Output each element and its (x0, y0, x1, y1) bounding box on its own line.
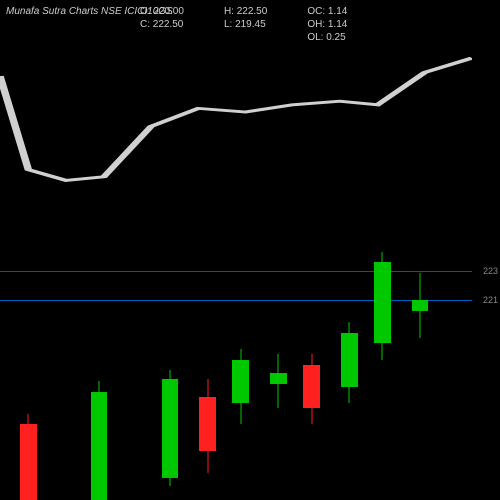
c-value: 222.50 (153, 19, 184, 30)
title-left: Munafa Sutra Charts (6, 6, 98, 17)
candle-body (412, 300, 429, 311)
candle (374, 230, 391, 500)
candle-body (270, 373, 287, 384)
o-label: O: (140, 6, 151, 17)
oc-value: 1.14 (328, 6, 347, 17)
candle (232, 230, 249, 500)
candle (20, 230, 37, 500)
ohlc-summary: O: 220.00 C: 222.50 H: 222.50 L: 219.45 … (140, 6, 480, 43)
ohlc-col-ratios: OC: 1.14 OH: 1.14 OL: 0.25 (307, 6, 347, 43)
l-label: L: (224, 19, 232, 30)
candle-body (91, 392, 108, 500)
c-label: C: (140, 19, 150, 30)
line-chart-panel (0, 40, 472, 220)
l-value: 219.45 (235, 19, 266, 30)
candle (341, 230, 358, 500)
price-level-label: 223 (483, 266, 498, 276)
ohlc-col-hl: H: 222.50 L: 219.45 (224, 6, 267, 43)
candle-body (20, 424, 37, 500)
oc-label: OC: (307, 6, 325, 17)
line-chart-svg (0, 40, 472, 220)
candle (303, 230, 320, 500)
candle-body (341, 333, 358, 387)
candle (91, 230, 108, 500)
candle (162, 230, 179, 500)
candle-body (162, 379, 179, 479)
o-value: 220.00 (153, 6, 184, 17)
candle-body (374, 262, 391, 343)
h-value: 222.50 (237, 6, 268, 17)
ohlc-col-oc: O: 220.00 C: 222.50 (140, 6, 184, 43)
candle (270, 230, 287, 500)
candle-chart-panel (0, 230, 472, 500)
oh-value: 1.14 (328, 19, 347, 30)
price-level-label: 221 (483, 295, 498, 305)
candle (199, 230, 216, 500)
candle (412, 230, 429, 500)
oh-label: OH: (307, 19, 325, 30)
candle-body (232, 360, 249, 403)
candle-body (303, 365, 320, 408)
candle-body (199, 397, 216, 451)
h-label: H: (224, 6, 234, 17)
price-line (0, 58, 472, 180)
